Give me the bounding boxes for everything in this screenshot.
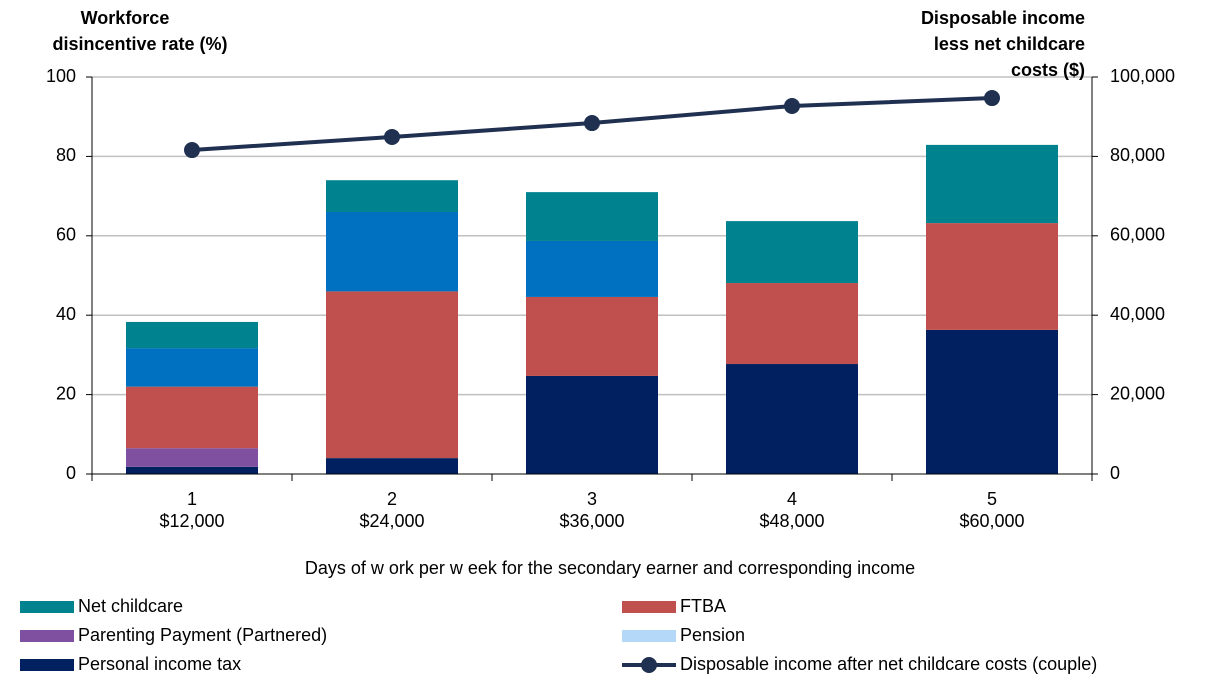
x-tick-label: 5 xyxy=(987,489,997,509)
line-marker xyxy=(384,128,400,145)
x-tick-label: $12,000 xyxy=(159,511,224,531)
y2-axis-title: costs ($) xyxy=(1011,60,1085,80)
bar-segment xyxy=(526,192,658,241)
bar-segment xyxy=(726,364,858,474)
x-tick-label: 4 xyxy=(787,489,797,509)
bar-segment xyxy=(126,386,258,449)
y-tick-label: 100 xyxy=(46,66,76,86)
y-axis-title: disincentive rate (%) xyxy=(52,34,227,54)
line-marker xyxy=(984,90,1000,107)
bar-segment xyxy=(126,466,258,474)
bar-segment xyxy=(326,180,458,212)
y2-axis-title: less net childcare xyxy=(934,34,1085,54)
x-tick-label: $60,000 xyxy=(959,511,1024,531)
y-tick-label: 40 xyxy=(56,304,76,324)
bar-segment xyxy=(326,211,458,292)
legend-swatch xyxy=(622,601,676,613)
legend-label: Net childcare xyxy=(78,596,183,616)
y2-tick-label: 0 xyxy=(1110,463,1120,483)
x-tick-label: 2 xyxy=(387,489,397,509)
legend-swatch xyxy=(20,601,74,613)
y-tick-label: 80 xyxy=(56,145,76,165)
y2-axis-title: Disposable income xyxy=(921,8,1085,28)
legend-swatch xyxy=(20,630,74,642)
y2-tick-label: 80,000 xyxy=(1110,145,1165,165)
bar-segment xyxy=(126,321,258,349)
legend-label: Personal income tax xyxy=(78,654,241,674)
legend-marker xyxy=(641,657,657,673)
line-marker xyxy=(784,97,800,114)
y-tick-label: 0 xyxy=(66,463,76,483)
x-tick-label: 1 xyxy=(187,489,197,509)
legend-swatch xyxy=(622,630,676,642)
y2-tick-label: 40,000 xyxy=(1110,304,1165,324)
x-tick-label: $48,000 xyxy=(759,511,824,531)
bar-segment xyxy=(926,329,1058,474)
bar-segment xyxy=(326,291,458,459)
bar-segment xyxy=(926,223,1058,330)
line-marker xyxy=(584,115,600,132)
bar-segment xyxy=(526,240,658,297)
x-tick-label: 3 xyxy=(587,489,597,509)
x-tick-label: $24,000 xyxy=(359,511,424,531)
bar-segment xyxy=(526,375,658,474)
legend-label: Pension xyxy=(680,625,745,645)
legend-label: Parenting Payment (Partnered) xyxy=(78,625,327,645)
legend-swatch xyxy=(20,659,74,671)
bar-segment xyxy=(726,221,858,284)
bar-segment xyxy=(526,296,658,376)
x-axis-title: Days of w ork per w eek for the secondar… xyxy=(305,558,915,578)
bar-segment xyxy=(126,348,258,387)
y2-tick-label: 20,000 xyxy=(1110,383,1165,403)
y2-tick-label: 100,000 xyxy=(1110,66,1175,86)
bar-segment xyxy=(926,144,1058,224)
legend-label: Disposable income after net childcare co… xyxy=(680,654,1097,674)
y-axis-title: Workforce xyxy=(81,8,170,28)
y-tick-label: 60 xyxy=(56,225,76,245)
line-marker xyxy=(184,142,200,159)
legend-label: FTBA xyxy=(680,596,726,616)
y2-tick-label: 60,000 xyxy=(1110,225,1165,245)
x-tick-label: $36,000 xyxy=(559,511,624,531)
bar-segment xyxy=(126,448,258,467)
y-tick-label: 20 xyxy=(56,383,76,403)
bar-segment xyxy=(726,283,858,365)
bar-segment xyxy=(326,458,458,474)
